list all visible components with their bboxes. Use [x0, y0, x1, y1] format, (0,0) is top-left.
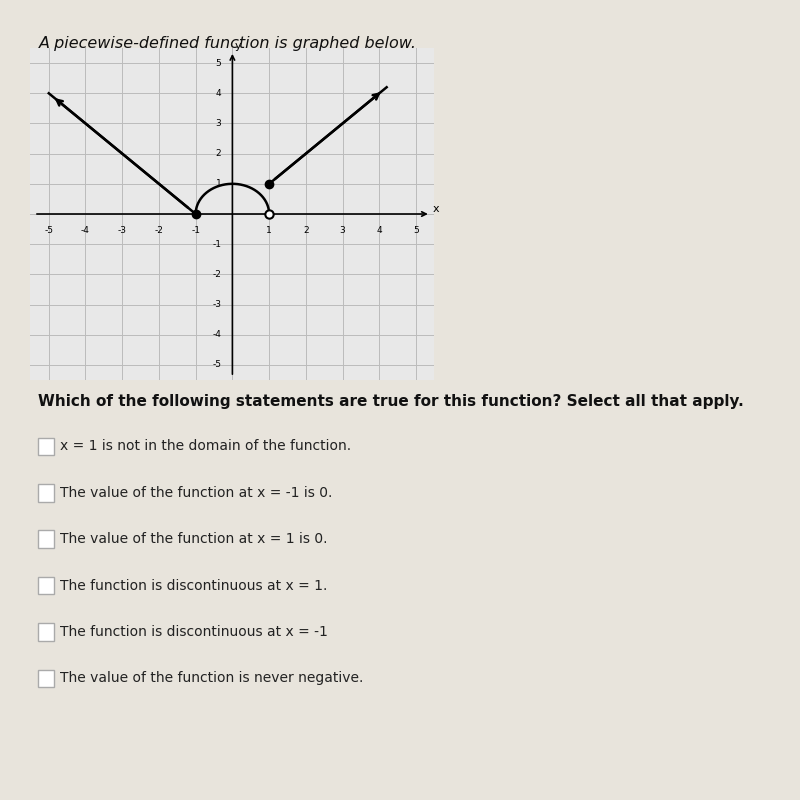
Text: -3: -3 [118, 226, 126, 235]
Text: The value of the function at x = 1 is 0.: The value of the function at x = 1 is 0. [60, 532, 327, 546]
Text: 1: 1 [216, 179, 222, 188]
Text: -3: -3 [212, 300, 222, 309]
Text: -2: -2 [213, 270, 222, 279]
Text: -2: -2 [154, 226, 163, 235]
Text: x = 1 is not in the domain of the function.: x = 1 is not in the domain of the functi… [60, 439, 351, 454]
Text: 4: 4 [216, 89, 222, 98]
Text: y: y [234, 42, 242, 51]
Text: The function is discontinuous at x = -1: The function is discontinuous at x = -1 [60, 625, 328, 639]
Text: -5: -5 [212, 361, 222, 370]
Text: x: x [433, 205, 439, 214]
Text: -5: -5 [44, 226, 54, 235]
Text: A piecewise-defined function is graphed below.: A piecewise-defined function is graphed … [38, 36, 416, 51]
Text: -4: -4 [81, 226, 90, 235]
Text: 1: 1 [266, 226, 272, 235]
Text: -1: -1 [191, 226, 200, 235]
Text: The function is discontinuous at x = 1.: The function is discontinuous at x = 1. [60, 578, 327, 593]
Text: -1: -1 [212, 240, 222, 249]
Text: 5: 5 [216, 58, 222, 67]
Text: 3: 3 [216, 119, 222, 128]
Text: 5: 5 [413, 226, 419, 235]
Text: Which of the following statements are true for this function? Select all that ap: Which of the following statements are tr… [38, 394, 744, 409]
Text: The value of the function is never negative.: The value of the function is never negat… [60, 671, 363, 686]
Text: The value of the function at x = -1 is 0.: The value of the function at x = -1 is 0… [60, 486, 332, 500]
Text: 2: 2 [303, 226, 309, 235]
Text: -4: -4 [213, 330, 222, 339]
Text: 2: 2 [216, 149, 222, 158]
Text: 4: 4 [377, 226, 382, 235]
Text: 3: 3 [340, 226, 346, 235]
